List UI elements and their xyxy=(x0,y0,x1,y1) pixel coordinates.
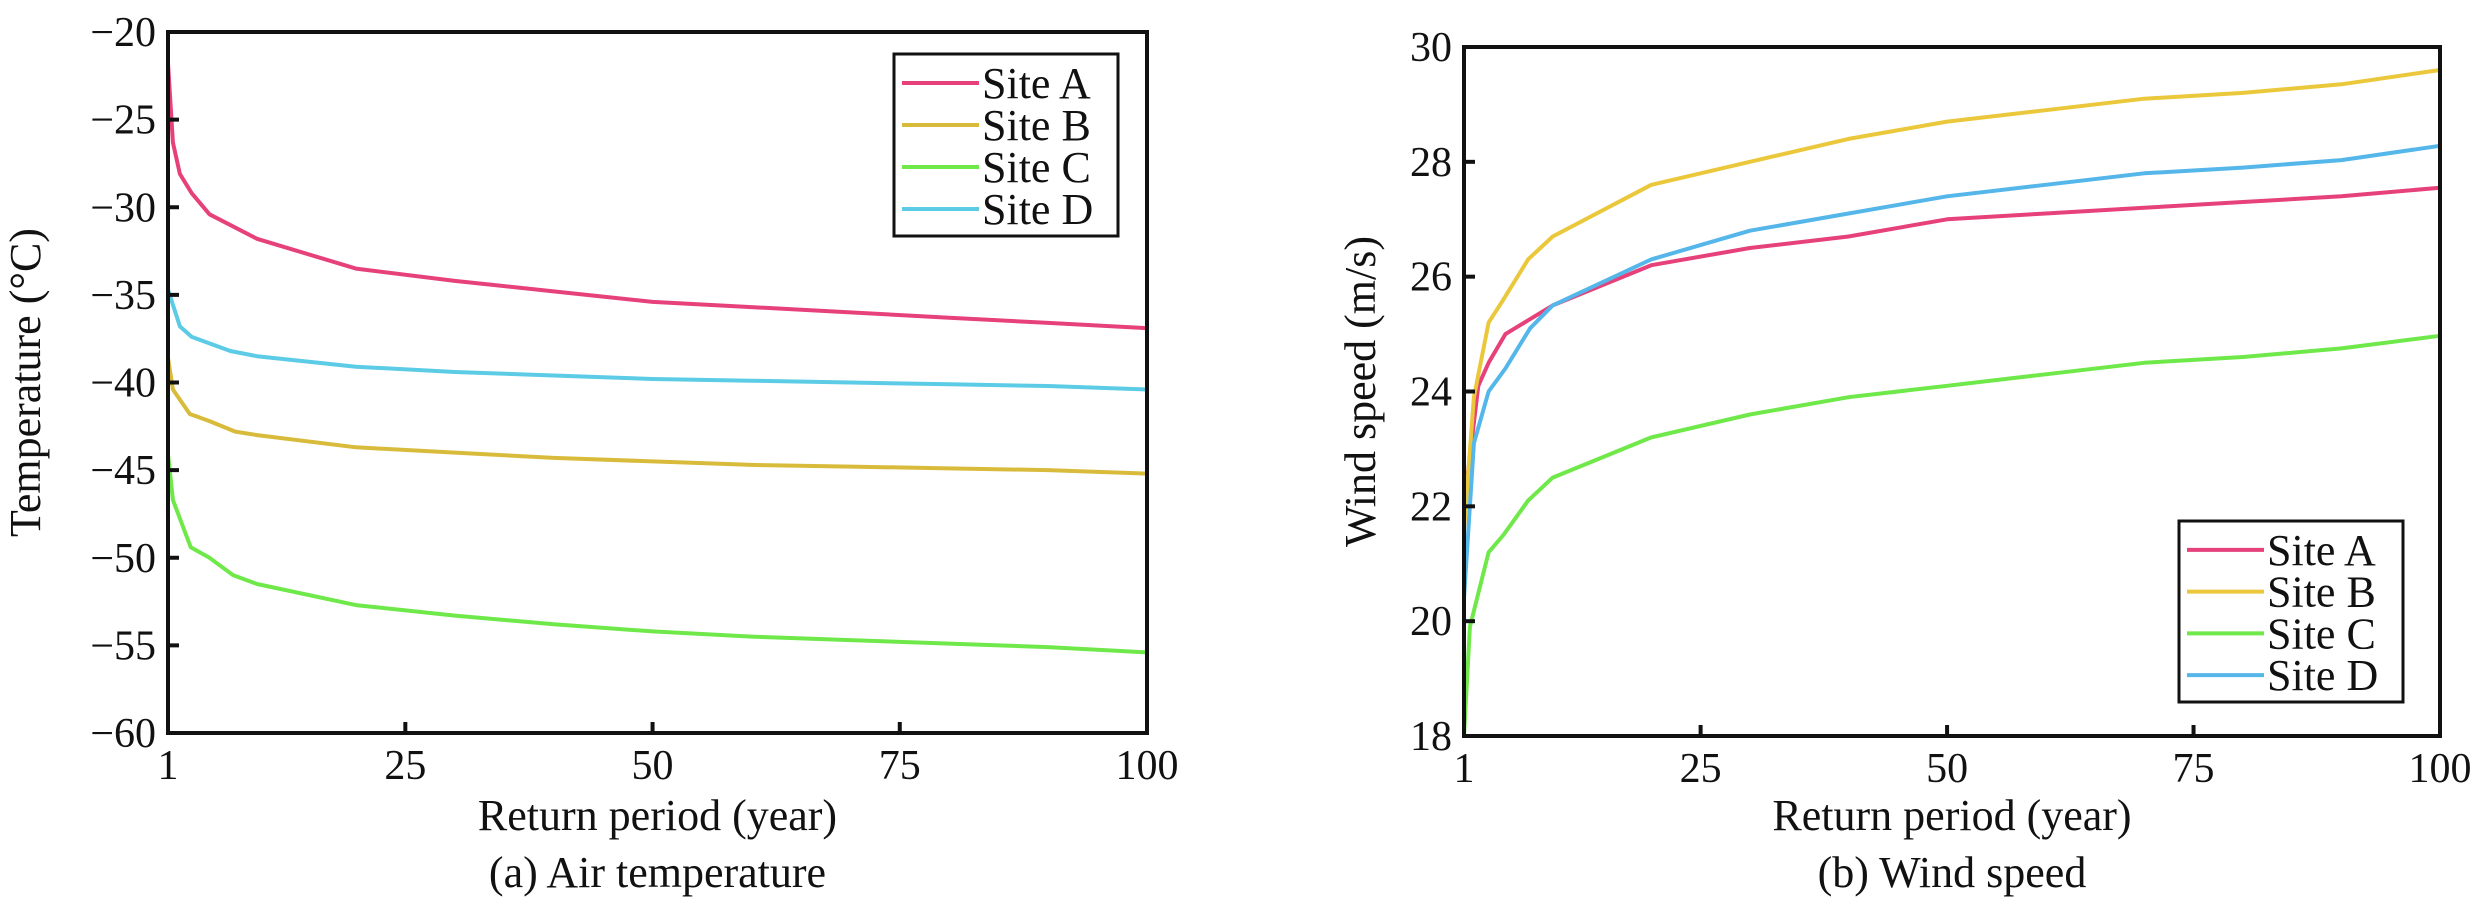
chart-caption: (b) Wind speed xyxy=(1818,848,2087,897)
legend-label: Site C xyxy=(2267,609,2376,658)
legend-label: Site D xyxy=(982,185,1093,234)
y-tick-labels: 18 20 22 24 26 28 30 xyxy=(1410,25,1452,760)
series-line-site-a xyxy=(1462,185,2441,507)
y-tick-label: 20 xyxy=(1410,599,1452,645)
y-axis-title: Wind speed (m/s) xyxy=(1336,236,1385,547)
chart-wind-speed: 18 20 22 24 26 28 30 1 25 50 75 100 Return period … xyxy=(1336,25,2472,897)
x-tick-label: 75 xyxy=(2173,746,2215,792)
y-tick-label: 26 xyxy=(1410,255,1452,301)
tick-marks xyxy=(168,117,902,733)
legend-item: Site C xyxy=(902,143,1091,192)
y-axis-title: Temperature (°C) xyxy=(1,228,50,537)
tick-marks xyxy=(1464,159,2196,736)
y-tick-label: 18 xyxy=(1410,714,1452,760)
legend-label: Site A xyxy=(2267,526,2376,575)
legend-label: Site A xyxy=(982,59,1091,108)
x-axis-title: Return period (year) xyxy=(478,791,837,840)
series-line-site-d xyxy=(166,288,1148,392)
x-tick-label: 1 xyxy=(1454,746,1475,792)
legend-item: Site D xyxy=(902,185,1093,234)
series-line-site-b xyxy=(166,357,1148,476)
series-layer xyxy=(1462,68,2441,737)
series-line-site-d xyxy=(1462,143,2441,599)
x-tick-labels: 1 25 50 75 100 xyxy=(158,743,1179,789)
y-tick-label: −20 xyxy=(90,10,156,56)
y-tick-label: −60 xyxy=(90,711,156,757)
y-tick-label: −40 xyxy=(90,361,156,407)
x-tick-label: 50 xyxy=(632,743,674,789)
legend-item: Site B xyxy=(902,101,1091,150)
y-tick-label: −55 xyxy=(90,623,156,669)
series-line-site-c xyxy=(1462,333,2441,737)
series-line-site-c xyxy=(166,454,1148,655)
legend-item: Site A xyxy=(2187,526,2376,575)
y-tick-label: 28 xyxy=(1410,140,1452,186)
x-tick-label: 100 xyxy=(1116,743,1179,789)
y-tick-label: −25 xyxy=(90,98,156,144)
y-tick-labels: −20 −25 −30 −35 −40 −45 −50 −55 −60 xyxy=(90,10,156,757)
x-tick-label: 100 xyxy=(2409,746,2472,792)
legend-label: Site B xyxy=(2267,568,2376,617)
legend-item: Site B xyxy=(2187,568,2376,617)
y-tick-label: −30 xyxy=(90,185,156,231)
x-tick-label: 1 xyxy=(158,743,179,789)
x-axis-title: Return period (year) xyxy=(1772,791,2131,840)
y-tick-label: 24 xyxy=(1410,370,1452,416)
x-tick-label: 25 xyxy=(384,743,426,789)
legend-item: Site D xyxy=(2187,651,2378,700)
legend-label: Site D xyxy=(2267,651,2378,700)
x-tick-labels: 1 25 50 75 100 xyxy=(1454,746,2472,792)
legend-label: Site C xyxy=(982,143,1091,192)
x-tick-label: 50 xyxy=(1926,746,1968,792)
legend-item: Site C xyxy=(2187,609,2376,658)
series-layer xyxy=(166,63,1148,655)
legend-item: Site A xyxy=(902,59,1091,108)
y-tick-label: 22 xyxy=(1410,484,1452,530)
x-tick-label: 25 xyxy=(1680,746,1722,792)
chart-air-temperature: −20 −25 −30 −35 −40 −45 −50 −55 −60 1 25 50 75 100 R… xyxy=(1,10,1179,897)
x-tick-label: 75 xyxy=(879,743,921,789)
legend-label: Site B xyxy=(982,101,1091,150)
chart-caption: (a) Air temperature xyxy=(489,848,826,897)
series-line-site-b xyxy=(1462,68,2441,530)
y-tick-label: −50 xyxy=(90,536,156,582)
y-tick-label: −35 xyxy=(90,273,156,319)
y-tick-label: −45 xyxy=(90,448,156,494)
series-line-site-a xyxy=(166,63,1148,331)
y-tick-label: 30 xyxy=(1410,25,1452,71)
